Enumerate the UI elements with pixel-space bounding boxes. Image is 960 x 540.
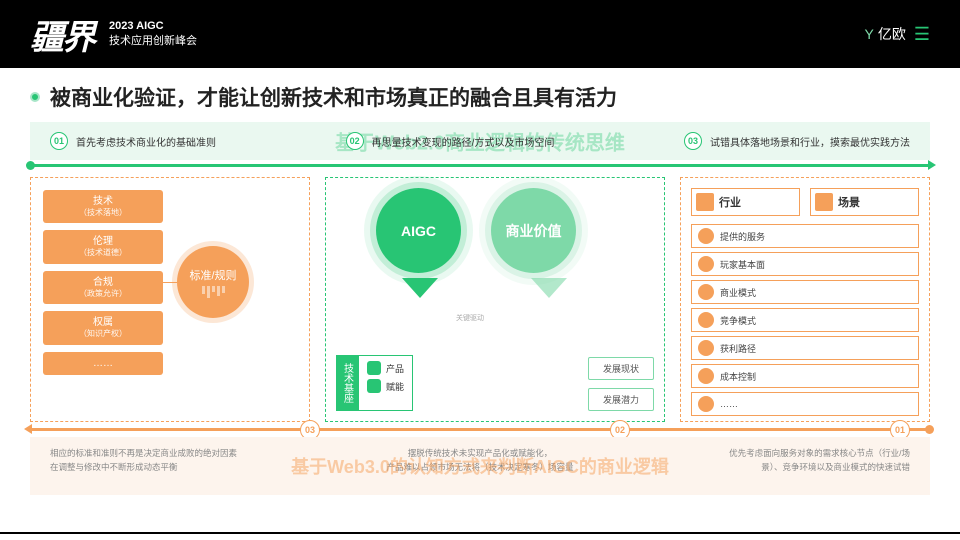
tech-base-items: 产品赋能 bbox=[358, 355, 413, 411]
steps-bar: 基于Web2.0商业逻辑的传统思维 01 首先考虑技术商业化的基础准则 02 再… bbox=[30, 122, 930, 160]
list-item: 成本控制 bbox=[691, 364, 919, 388]
list-item: 玩家基本面 bbox=[691, 252, 919, 276]
step-2: 02 再思量技术变现的路径/方式以及市场空间 bbox=[346, 132, 555, 150]
dev-boxes: 发展现状发展潜力 bbox=[588, 357, 654, 411]
dev-box: 发展现状 bbox=[588, 357, 654, 380]
rules-circle: 标准/规则 bbox=[177, 246, 249, 318]
tech-base: 技术基座 产品赋能 bbox=[336, 355, 413, 411]
scene-icon bbox=[815, 193, 833, 211]
column-3: 行业 场景 提供的服务玩家基本面商业模式竞争模式获利路径成本控制 …… bbox=[680, 177, 930, 422]
list-item: 提供的服务 bbox=[691, 224, 919, 248]
main-diagram: 技术（技术落地） 伦理（技术道德） 合规（政策允许） 权属（知识产权） …… 标准/规则… bbox=[0, 167, 960, 422]
col3-tags: 行业 场景 bbox=[691, 188, 919, 216]
value-circle: 商业价值 bbox=[491, 188, 576, 273]
bottom-text-1: 相应的标准和准则不再是决定商业成败的绝对因素在调整与修改中不断形成动态平衡 bbox=[50, 447, 250, 485]
header: 疆界 2023 AIGC 技术应用创新峰会 Y亿欧 ☰ bbox=[0, 0, 960, 68]
dev-box: 发展潜力 bbox=[588, 388, 654, 411]
title-dot-icon bbox=[30, 92, 40, 102]
tech-item: 产品 bbox=[367, 361, 404, 375]
list-item: 获利路径 bbox=[691, 336, 919, 360]
watermark-bottom: 基于Web3.0的认知方式来判断AIGC的商业逻辑 bbox=[291, 453, 669, 479]
arrow-down-icon bbox=[531, 278, 567, 298]
list-item: 竞争模式 bbox=[691, 308, 919, 332]
bottom-bar: 基于Web3.0的认知方式来判断AIGC的商业逻辑 相应的标准和准则不再是决定商… bbox=[30, 437, 930, 495]
step-1: 01 首先考虑技术商业化的基础准则 bbox=[50, 132, 216, 150]
logo-text: 疆界 bbox=[30, 10, 94, 59]
brand-logo: Y亿欧 bbox=[865, 24, 906, 44]
factor-box: …… bbox=[43, 352, 163, 375]
bottom-text-3: 优先考虑面向服务对象的需求核心节点（行业/场景）、竞争环境以及商业模式的快速试错 bbox=[710, 447, 910, 485]
factor-box: 合规（政策允许） bbox=[43, 271, 163, 304]
arrow-down-icon bbox=[402, 278, 438, 298]
column-1: 技术（技术落地） 伦理（技术道德） 合规（政策允许） 权属（知识产权） …… 标准/规则 bbox=[30, 177, 310, 422]
header-left: 疆界 2023 AIGC 技术应用创新峰会 bbox=[30, 10, 197, 59]
tag-scene: 场景 bbox=[810, 188, 919, 216]
industry-icon bbox=[696, 193, 714, 211]
header-right: Y亿欧 ☰ bbox=[865, 24, 930, 45]
factor-box: 技术（技术落地） bbox=[43, 190, 163, 223]
arrow-backward: 03 02 01 bbox=[30, 428, 930, 431]
step-3: 03 试错具体落地场景和行业，摸索最优实践方法 bbox=[684, 132, 910, 150]
link-label: 关键驱动 bbox=[456, 313, 484, 323]
list-item: …… bbox=[691, 392, 919, 416]
tech-item: 赋能 bbox=[367, 379, 404, 393]
list-item: 商业模式 bbox=[691, 280, 919, 304]
aigc-circle: AIGC bbox=[376, 188, 461, 273]
header-subtitle: 2023 AIGC 技术应用创新峰会 bbox=[109, 19, 197, 50]
factor-box: 伦理（技术道德） bbox=[43, 230, 163, 263]
footer-line bbox=[0, 532, 960, 534]
tag-industry: 行业 bbox=[691, 188, 800, 216]
col3-list: 提供的服务玩家基本面商业模式竞争模式获利路径成本控制 …… bbox=[691, 224, 919, 416]
column-2: AIGC 商业价值 关键驱动 技术基座 产品赋能 发展现状发展潜力 bbox=[325, 177, 665, 422]
title-row: 被商业化验证，才能让创新技术和市场真正的融合且具有活力 bbox=[0, 68, 960, 122]
arrow-forward bbox=[30, 164, 930, 167]
page-title: 被商业化验证，才能让创新技术和市场真正的融合且具有活力 bbox=[50, 82, 617, 112]
factor-box: 权属（知识产权） bbox=[43, 311, 163, 344]
factor-boxes: 技术（技术落地） 伦理（技术道德） 合规（政策允许） 权属（知识产权） …… bbox=[43, 190, 163, 375]
